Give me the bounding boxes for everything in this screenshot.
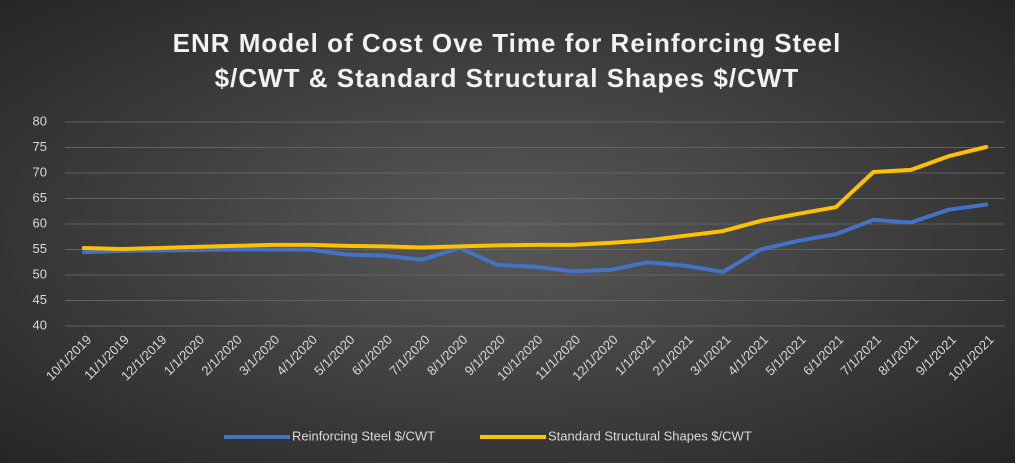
- y-tick-label: 60: [33, 215, 47, 230]
- chart-title: $/CWT & Standard Structural Shapes $/CWT: [215, 63, 800, 93]
- y-tick-label: 70: [33, 164, 47, 179]
- y-tick-label: 65: [33, 190, 47, 205]
- line-series: [81, 145, 989, 251]
- line-series: [81, 202, 989, 274]
- legend-label: Reinforcing Steel $/CWT: [292, 428, 435, 443]
- y-tick-label: 45: [33, 292, 47, 307]
- chart-title: ENR Model of Cost Ove Time for Reinforci…: [173, 28, 842, 58]
- y-tick-label: 40: [33, 317, 47, 332]
- legend-label: Standard Structural Shapes $/CWT: [548, 428, 752, 443]
- y-tick-label: 50: [33, 266, 47, 281]
- y-tick-label: 55: [33, 241, 47, 256]
- y-tick-label: 80: [33, 113, 47, 128]
- y-tick-label: 75: [33, 139, 47, 154]
